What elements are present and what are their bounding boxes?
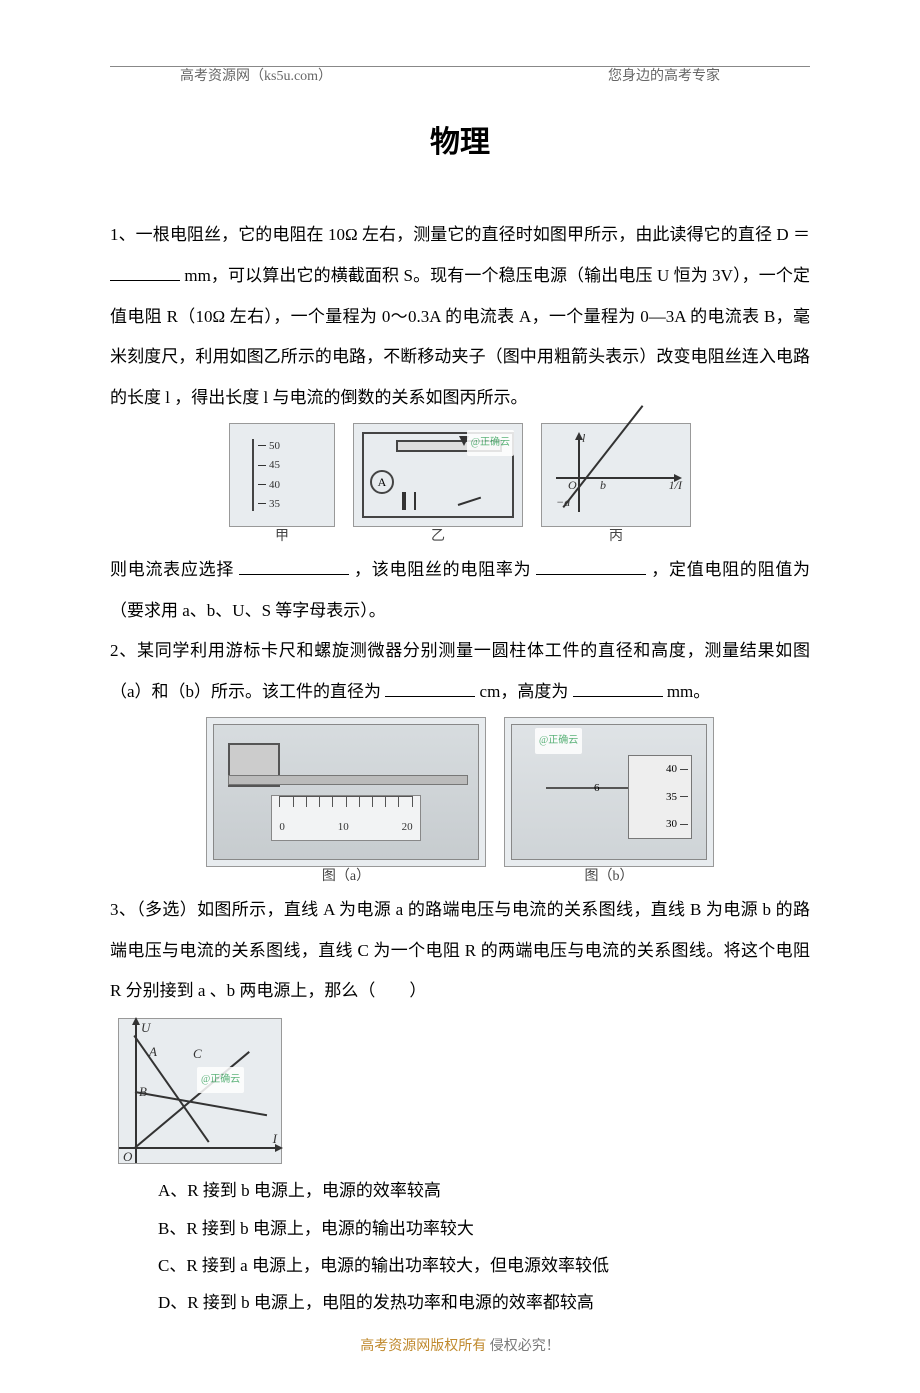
micro-main-scale: 6: [546, 787, 632, 805]
q3-options: A、R 接到 b 电源上，电源的效率较高 B、R 接到 b 电源上，电源的输出功…: [110, 1172, 810, 1322]
fig-yi: A @正确云: [353, 423, 523, 527]
fig-jia: 50 45 40 35: [229, 423, 335, 527]
blank-height-mm: [573, 680, 663, 697]
graph-axes: l 1/I b −a O: [556, 434, 680, 512]
label-B: B: [139, 1085, 147, 1098]
caliper-num-10: 10: [338, 814, 349, 840]
micro-tick-35: 35: [666, 784, 688, 810]
q2-text-1c: mm。: [667, 682, 710, 701]
watermark-yi: @正确云: [467, 430, 514, 456]
q1-text-2c: ，定值电阻的阻值为: [651, 560, 810, 579]
tick-40: 40: [258, 478, 312, 492]
label-1overI: 1/I: [669, 479, 682, 491]
page-header: 高考资源网（ks5u.com） 您身边的高考专家: [110, 60, 810, 67]
watermark-b: @正确云: [535, 728, 582, 754]
line-graph: [564, 442, 656, 508]
q1-figure-row: 50 45 40 35 甲 A @正确云 乙: [110, 423, 810, 546]
line-segment: [562, 405, 643, 508]
caliper-scale-zoom: 0 10 20: [271, 795, 421, 841]
q1-para: 1、一根电阻丝，它的电阻在 10Ω 左右，测量它的直径时如图甲所示，由此读得它的…: [110, 215, 810, 419]
line-B: [135, 1091, 267, 1116]
q1-text-2d: （要求用 a、b、U、S 等字母表示）。: [110, 601, 386, 620]
label-I: I: [273, 1132, 277, 1145]
caliper-num-20: 20: [402, 814, 413, 840]
page-title: 物理: [110, 107, 810, 179]
micro-tick-40: 40: [666, 756, 688, 782]
fig-bing: l 1/I b −a O: [541, 423, 691, 527]
fig-yi-wrap: A @正确云 乙: [353, 423, 523, 546]
caliper-ticks: [279, 796, 412, 814]
fig-a-wrap: 0 10 20 图（a）: [206, 717, 486, 886]
blank-diameter-cm: [385, 680, 475, 697]
caption-jia: 甲: [229, 529, 335, 546]
blank-diameter: [110, 264, 180, 281]
caliper-num-0: 0: [279, 814, 285, 840]
option-D: D、R 接到 b 电源上，电阻的发热功率和电源的效率都较高: [158, 1284, 810, 1321]
option-B: B、R 接到 b 电源上，电源的输出功率较大: [158, 1210, 810, 1247]
ammeter-icon: A: [370, 470, 394, 494]
caption-yi: 乙: [353, 529, 523, 546]
footer-b: 侵权必究！: [490, 1339, 560, 1354]
header-left: 高考资源网（ks5u.com）: [180, 60, 332, 94]
micro-thimble: 40 35 30: [628, 755, 692, 839]
switch-icon: [458, 497, 481, 506]
label-l: l: [582, 432, 585, 444]
q1-text-1a: 1、一根电阻丝，它的电阻在 10Ω 左右，测量它的直径时如图甲所示，由此读得它的…: [110, 225, 810, 244]
fig-b-wrap: 6 40 35 30 @正确云 图（b）: [504, 717, 714, 886]
label-neg-a: −a: [556, 496, 570, 508]
caliper-bar: [228, 775, 468, 785]
q3-axis-x: [119, 1147, 281, 1149]
blank-resistivity: [536, 558, 646, 575]
caliper-numbers: 0 10 20: [279, 814, 412, 840]
fig-bing-wrap: l 1/I b −a O 丙: [541, 423, 691, 546]
page-footer: 高考资源网版权所有 侵权必究！: [110, 1330, 810, 1364]
micrometer-scale: 50 45 40 35: [252, 439, 312, 511]
label-A: A: [149, 1045, 157, 1058]
caption-bing: 丙: [541, 529, 691, 546]
q1-para2: 则电流表应选择 ，该电阻丝的电阻率为 ，定值电阻的阻值为 （要求用 a、b、U、…: [110, 550, 810, 632]
q2-text-1b: cm，高度为: [480, 682, 569, 701]
fig-a: 0 10 20: [206, 717, 486, 867]
caption-b: 图（b）: [504, 869, 714, 886]
footer-a: 高考资源网版权所有: [360, 1339, 486, 1354]
label-U: U: [141, 1021, 150, 1034]
q1-text-2a: 则电流表应选择: [110, 560, 234, 579]
q1-text-1b: mm，可以算出它的横截面积 S。现有一个稳压电源（输出电压 U 恒为 3V），一…: [110, 266, 810, 407]
q2-figure-row: 0 10 20 图（a） 6 40 35: [110, 717, 810, 886]
line-C: [134, 1051, 250, 1149]
blank-ammeter-choice: [239, 558, 349, 575]
tick-45: 45: [258, 458, 312, 472]
label-C: C: [193, 1047, 202, 1060]
watermark-q3: @正确云: [197, 1067, 244, 1093]
label-O: O: [568, 479, 577, 491]
option-A: A、R 接到 b 电源上，电源的效率较高: [158, 1172, 810, 1209]
micro-tick-30: 30: [666, 811, 688, 837]
option-C: C、R 接到 a 电源上，电源的输出功率较大，但电源效率较低: [158, 1247, 810, 1284]
tick-35: 35: [258, 497, 312, 511]
micro-main-num: 6: [594, 775, 600, 801]
caliper-icon: 0 10 20: [213, 724, 479, 860]
fig-jia-wrap: 50 45 40 35 甲: [229, 423, 335, 546]
q3-stem: 3、（多选）如图所示，直线 A 为电源 a 的路端电压与电流的关系图线，直线 B…: [110, 890, 810, 1012]
tick-50: 50: [258, 439, 312, 453]
q1-text-2b: ，该电阻丝的电阻率为: [354, 560, 531, 579]
label-O3: O: [123, 1150, 132, 1163]
fig-b: 6 40 35 30 @正确云: [504, 717, 714, 867]
header-right: 您身边的高考专家: [608, 60, 720, 94]
q2-para: 2、某同学利用游标卡尺和螺旋测微器分别测量一圆柱体工件的直径和高度，测量结果如图…: [110, 631, 810, 713]
q3-graph: U I A B C O @正确云: [118, 1018, 282, 1164]
caption-a: 图（a）: [206, 869, 486, 886]
battery-icon: [402, 492, 416, 510]
label-b: b: [600, 479, 606, 491]
